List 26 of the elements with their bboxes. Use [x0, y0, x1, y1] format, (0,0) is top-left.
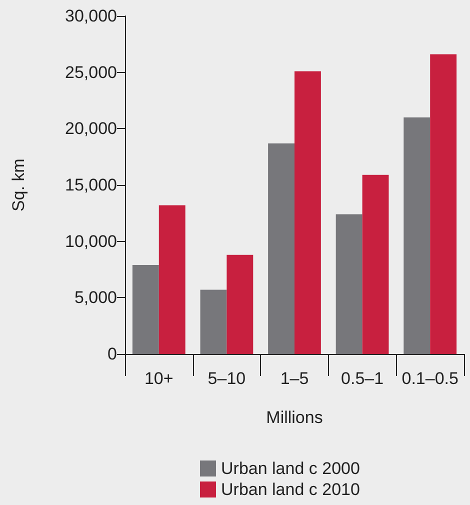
bar — [430, 54, 457, 354]
x-tick-label: 10+ — [144, 369, 174, 388]
bar — [362, 174, 389, 354]
bar — [294, 71, 321, 354]
bar — [132, 264, 159, 354]
y-tick-label: 5,000 — [74, 288, 117, 308]
y-tick-label: 30,000 — [65, 6, 117, 26]
y-axis-title: Sq. km — [9, 158, 28, 212]
x-tick-label: 0.5–1 — [341, 369, 384, 388]
y-tick-label: 0 — [108, 344, 117, 364]
bar — [226, 254, 254, 354]
x-tick-label: 1–5 — [280, 369, 309, 388]
x-tick-label: 5–10 — [208, 369, 246, 388]
bar — [404, 117, 430, 354]
bar — [336, 214, 362, 354]
legend-label: Urban land c 2000 — [221, 459, 360, 478]
y-tick-label: 10,000 — [65, 232, 117, 251]
y-tick-label: 20,000 — [65, 119, 117, 138]
bar — [268, 143, 294, 354]
y-tick-label: 15,000 — [65, 176, 117, 194]
y-tick-label: 25,000 — [65, 62, 117, 82]
x-tick-label: 0.1–0.5 — [402, 369, 458, 388]
x-axis-title: Millions — [266, 408, 323, 427]
legend-label: Urban land c 2010 — [221, 480, 360, 499]
bar — [200, 290, 227, 354]
bar — [158, 205, 186, 354]
